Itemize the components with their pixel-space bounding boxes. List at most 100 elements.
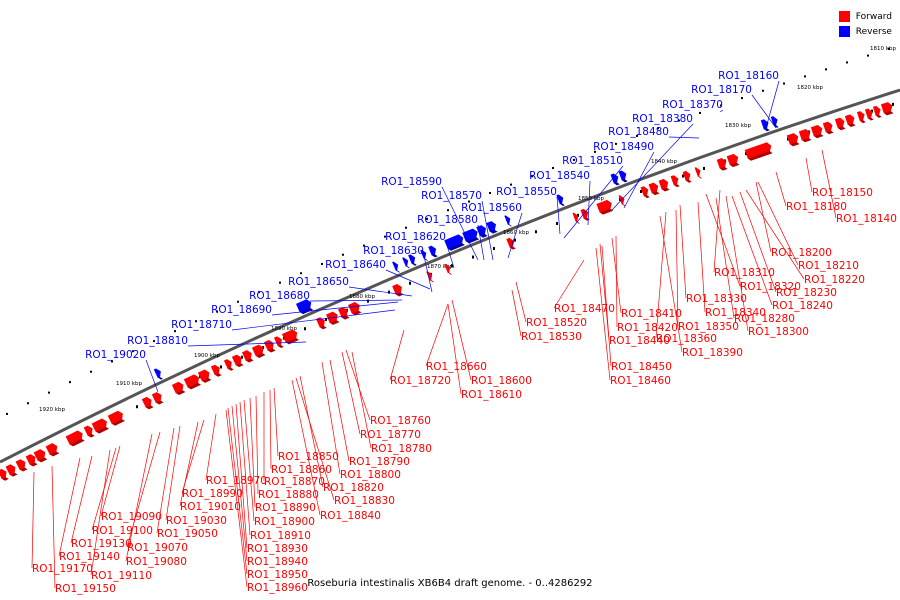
reverse-gene — [296, 299, 314, 315]
legend: Forward Reverse — [838, 9, 892, 39]
scale-dot — [783, 82, 785, 85]
forward-leader-line — [715, 197, 735, 319]
forward-gene-label: RO1_19150 — [55, 583, 116, 595]
scale-dot — [703, 166, 705, 170]
scale-dot — [342, 253, 344, 256]
forward-gene — [798, 129, 812, 143]
forward-gene-label: RO1_18360 — [656, 333, 717, 345]
forward-gene-label: RO1_19080 — [126, 556, 187, 568]
reverse-gene-label: RO1_18710 — [171, 319, 232, 331]
reverse-leader-line — [423, 255, 433, 293]
tick-label: 1840 kbp — [651, 159, 677, 165]
forward-gene — [822, 121, 834, 135]
forward-gene-label: RO1_18890 — [255, 502, 316, 514]
scale-dot — [304, 327, 306, 331]
forward-leader-line — [299, 375, 324, 488]
reverse-leader-line — [187, 341, 307, 347]
forward-gene-label: RO1_18450 — [611, 361, 672, 373]
forward-gene — [91, 418, 109, 434]
forward-leader-line — [757, 181, 799, 266]
tick-label: 1830 kbp — [725, 123, 751, 129]
scale-dot — [153, 340, 155, 343]
forward-leader-line — [679, 204, 687, 299]
forward-gene — [210, 364, 222, 377]
forward-leader-line — [31, 471, 35, 569]
scale-dot — [636, 134, 638, 137]
forward-leader-line — [675, 209, 679, 327]
scale-dot — [132, 350, 134, 353]
reverse-leader-line — [441, 186, 479, 261]
scale-dot — [27, 402, 29, 405]
reverse-gene-label: RO1_18590 — [381, 176, 442, 188]
forward-gene — [5, 464, 18, 477]
forward-gene — [197, 369, 212, 383]
forward-gene — [65, 430, 85, 447]
forward-leader-line — [425, 303, 449, 367]
forward-gene — [25, 454, 38, 467]
forward-gene-label: RO1_19110 — [91, 570, 152, 582]
forward-gene-label: RO1_19010 — [180, 501, 241, 513]
reverse-gene-label: RO1_18650 — [288, 276, 349, 288]
forward-gene-label: RO1_18860 — [271, 464, 332, 476]
forward-leader-line — [243, 399, 255, 522]
forward-gene — [171, 381, 186, 396]
reverse-gene-label: RO1_18560 — [461, 202, 522, 214]
scale-dot — [741, 97, 743, 100]
forward-gene-label: RO1_18850 — [278, 451, 339, 463]
scale-dot — [615, 142, 617, 145]
scale-dot — [426, 217, 428, 220]
forward-gene — [786, 133, 800, 147]
forward-gene — [856, 111, 866, 124]
forward-leader-line — [725, 195, 749, 332]
forward-gene — [241, 350, 254, 363]
forward-leader-line — [389, 329, 405, 381]
reverse-label-layer: RO1_18160RO1_18170RO1_18370RO1_18380RO1_… — [85, 70, 780, 393]
forward-gene — [273, 336, 284, 349]
forward-leader-line — [731, 195, 773, 306]
forward-gene — [834, 117, 846, 131]
forward-leader-line — [805, 157, 813, 193]
forward-leader-line — [225, 409, 248, 588]
forward-gene — [251, 344, 266, 358]
scale-dot — [514, 238, 516, 242]
forward-gene-label: RO1_19070 — [127, 542, 188, 554]
reverse-leader-line — [481, 200, 494, 261]
forward-gene-label: RO1_18880 — [258, 489, 319, 501]
forward-gene — [33, 449, 48, 463]
forward-gene — [744, 142, 773, 161]
forward-leader-line — [273, 387, 279, 457]
forward-leader-line — [227, 407, 248, 575]
scale-dot — [846, 61, 848, 64]
figure-caption: Roseburia intestinalis XB6B4 draft genom… — [307, 578, 593, 589]
reverse-leader-line — [668, 136, 700, 139]
tick-label: 1820 kbp — [797, 85, 823, 91]
scale-dot — [279, 281, 281, 284]
scale-dot — [531, 175, 533, 178]
reverse-gene-label: RO1_18810 — [127, 335, 188, 347]
forward-leader-line — [291, 379, 321, 516]
scale-dot — [720, 104, 722, 107]
forward-gene-label: RO1_18240 — [772, 300, 833, 312]
reverse-leader-line — [623, 151, 655, 209]
forward-leader-line — [705, 193, 741, 287]
forward-gene-label: RO1_18840 — [320, 510, 381, 522]
forward-leader-line — [125, 433, 153, 562]
forward-gene — [844, 114, 856, 128]
reverse-leader-line — [751, 94, 777, 129]
reverse-leader-line — [145, 359, 159, 393]
reverse-gene-label: RO1_18680 — [249, 290, 310, 302]
forward-leader-line — [321, 361, 341, 475]
forward-leader-line — [511, 289, 522, 337]
forward-gene-label: RO1_18760 — [370, 415, 431, 427]
forward-leader-line — [235, 403, 248, 549]
forward-gene-label: RO1_18530 — [521, 331, 582, 343]
reverse-gene-label: RO1_18550 — [496, 186, 557, 198]
forward-gene — [640, 186, 650, 199]
forward-gene-label: RO1_18870 — [264, 476, 325, 488]
forward-gene-label: RO1_19140 — [59, 551, 120, 563]
scale-dot — [405, 226, 407, 229]
forward-gene — [151, 392, 164, 405]
forward-leader-line — [713, 189, 721, 273]
scale-dot — [573, 158, 575, 161]
